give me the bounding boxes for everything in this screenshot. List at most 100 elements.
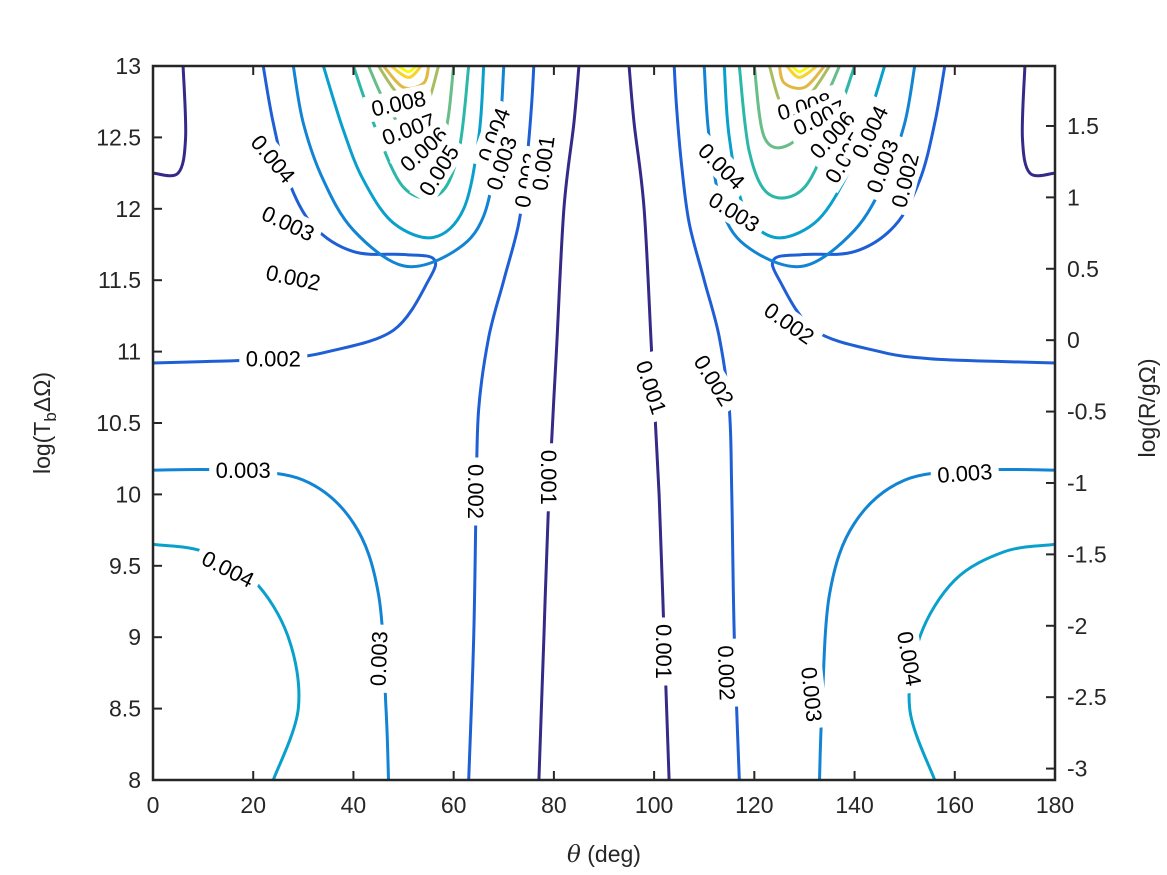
x-tick-label: 100 [635, 792, 673, 818]
y-left-tick-label: 8.5 [109, 696, 141, 722]
x-axis-title: θ (deg) [567, 841, 641, 868]
contour-label-text: 0.001 [536, 450, 561, 505]
x-tick-label: 40 [341, 792, 367, 818]
y-left-tick-label: 12 [115, 196, 141, 222]
contour-label-backing [799, 100, 865, 169]
x-tick-label: 120 [735, 792, 773, 818]
y-axis-title-right: log(R/gΩ) [1134, 359, 1160, 458]
contour-line-0.002 [672, 66, 741, 780]
contour-label: 0.003 [209, 457, 278, 484]
contour-label-backing [241, 124, 306, 194]
y-right-tick-label: -0.5 [1067, 399, 1107, 425]
contour-label: 0.001 [651, 617, 678, 686]
contour-label: 0.002 [712, 638, 741, 708]
contour-label-backing [389, 116, 458, 182]
contour-label-backing [783, 91, 856, 144]
y-right-tick-label: -1.5 [1067, 541, 1107, 567]
y-axis-title-left: log(TbΔΩ) [29, 372, 60, 474]
contour-line-0.001 [153, 66, 188, 178]
contour-label-text: 0.002 [713, 645, 740, 701]
contour-line-0.009 [389, 66, 423, 79]
contour-label-backing [372, 104, 445, 153]
x-tick-label: 60 [441, 792, 467, 818]
contour-label-text: 0.003 [936, 459, 993, 488]
contour-label-text: 0.002 [246, 347, 301, 372]
x-tick-label: 20 [240, 792, 266, 818]
contour-label-backing [409, 134, 468, 206]
contour-line-0.004 [907, 542, 1055, 780]
y-right-tick-label: -2.5 [1067, 684, 1107, 710]
contour-label-backing [843, 95, 897, 168]
contour-label-backing [478, 126, 525, 200]
contour-label: 0.002 [239, 345, 308, 372]
contour-label-backing [929, 457, 1000, 489]
y-left-tick-label: 11 [117, 339, 141, 365]
y-right-tick-label: 1.5 [1067, 113, 1099, 139]
contour-line-0.001 [1020, 66, 1055, 178]
contour-label-text: 0.001 [651, 624, 676, 679]
contour-label-text: 0.003 [216, 458, 271, 483]
contour-label-backing [469, 98, 518, 171]
contour-label-backing [890, 622, 929, 695]
x-tick-label: 140 [835, 792, 873, 818]
contour-label-backing [257, 257, 330, 298]
y-left-tick-label: 10.5 [96, 410, 141, 436]
contour-line-0.010 [790, 66, 811, 74]
y-left-tick-label: 9.5 [109, 553, 141, 579]
x-tick-label: 180 [1036, 792, 1074, 818]
contour-line-0.001 [537, 66, 581, 780]
contour-line-0.009 [785, 66, 819, 79]
contour-label: 0.001 [525, 127, 561, 199]
contour-label: 0.004 [890, 622, 929, 695]
contour-label-backing [651, 617, 678, 686]
y-left-tick-label: 13 [115, 53, 141, 79]
y-right-tick-label: -3 [1067, 756, 1087, 782]
x-tick-label: 80 [541, 792, 567, 818]
contour-label-backing [685, 344, 744, 416]
x-tick-label: 160 [936, 792, 974, 818]
contour-label-backing [463, 457, 490, 526]
contour-line-0.002 [770, 66, 1055, 365]
contour-label-backing [698, 182, 771, 241]
contour-label: 0.002 [463, 457, 490, 526]
contour-label: 0.001 [535, 443, 562, 512]
contour-line-0.008 [777, 66, 826, 90]
contour-line-0.010 [397, 66, 418, 74]
x-axis: 0 20 40 60 80 100 120 140 160 180 [147, 66, 1074, 818]
y-axis-left: 8 8.5 9 9.5 10 10.5 11 11.5 12 12.5 13 [96, 53, 162, 793]
contour-label-backing [754, 292, 825, 354]
contour-label-text: 0.003 [366, 631, 393, 687]
contour-label-text: 0.003 [796, 666, 827, 723]
contour-label: 0.003 [929, 457, 1000, 489]
y-right-tick-label: 0 [1067, 327, 1080, 353]
contour-label-backing [535, 443, 562, 512]
contour-label-text: 0.002 [463, 464, 488, 519]
contour-label-backing [795, 659, 829, 730]
x-tick-label: 0 [147, 792, 160, 818]
contour-label-backing [362, 83, 435, 123]
y-right-tick-label: 1 [1067, 184, 1080, 210]
contour-label: 0.003 [364, 624, 393, 694]
y-right-tick-label: -1 [1067, 470, 1087, 496]
contour-label-backing [628, 350, 675, 424]
contour-label-backing [364, 624, 393, 694]
contour-label-backing [192, 541, 265, 596]
y-left-tick-label: 9 [128, 624, 141, 650]
contour-label-backing [525, 127, 561, 199]
contour-label-backing [251, 196, 325, 250]
y-left-tick-label: 10 [115, 481, 141, 507]
contour-label-backing [712, 638, 741, 708]
y-right-tick-label: -2 [1067, 613, 1087, 639]
y-left-tick-label: 11.5 [98, 267, 141, 293]
contour-label-backing [858, 129, 906, 203]
contour-label-backing [883, 144, 926, 217]
y-left-tick-label: 8 [128, 767, 141, 793]
y-axis-right: -3 -2.5 -2 -1.5 -1 -0.5 0 0.5 1 1.5 [1046, 113, 1107, 782]
contour-label: 0.003 [795, 659, 829, 730]
y-right-tick-label: 0.5 [1067, 256, 1099, 282]
y-left-tick-label: 12.5 [96, 124, 141, 150]
contour-label-backing [768, 84, 841, 128]
contour-label-backing [209, 457, 278, 484]
